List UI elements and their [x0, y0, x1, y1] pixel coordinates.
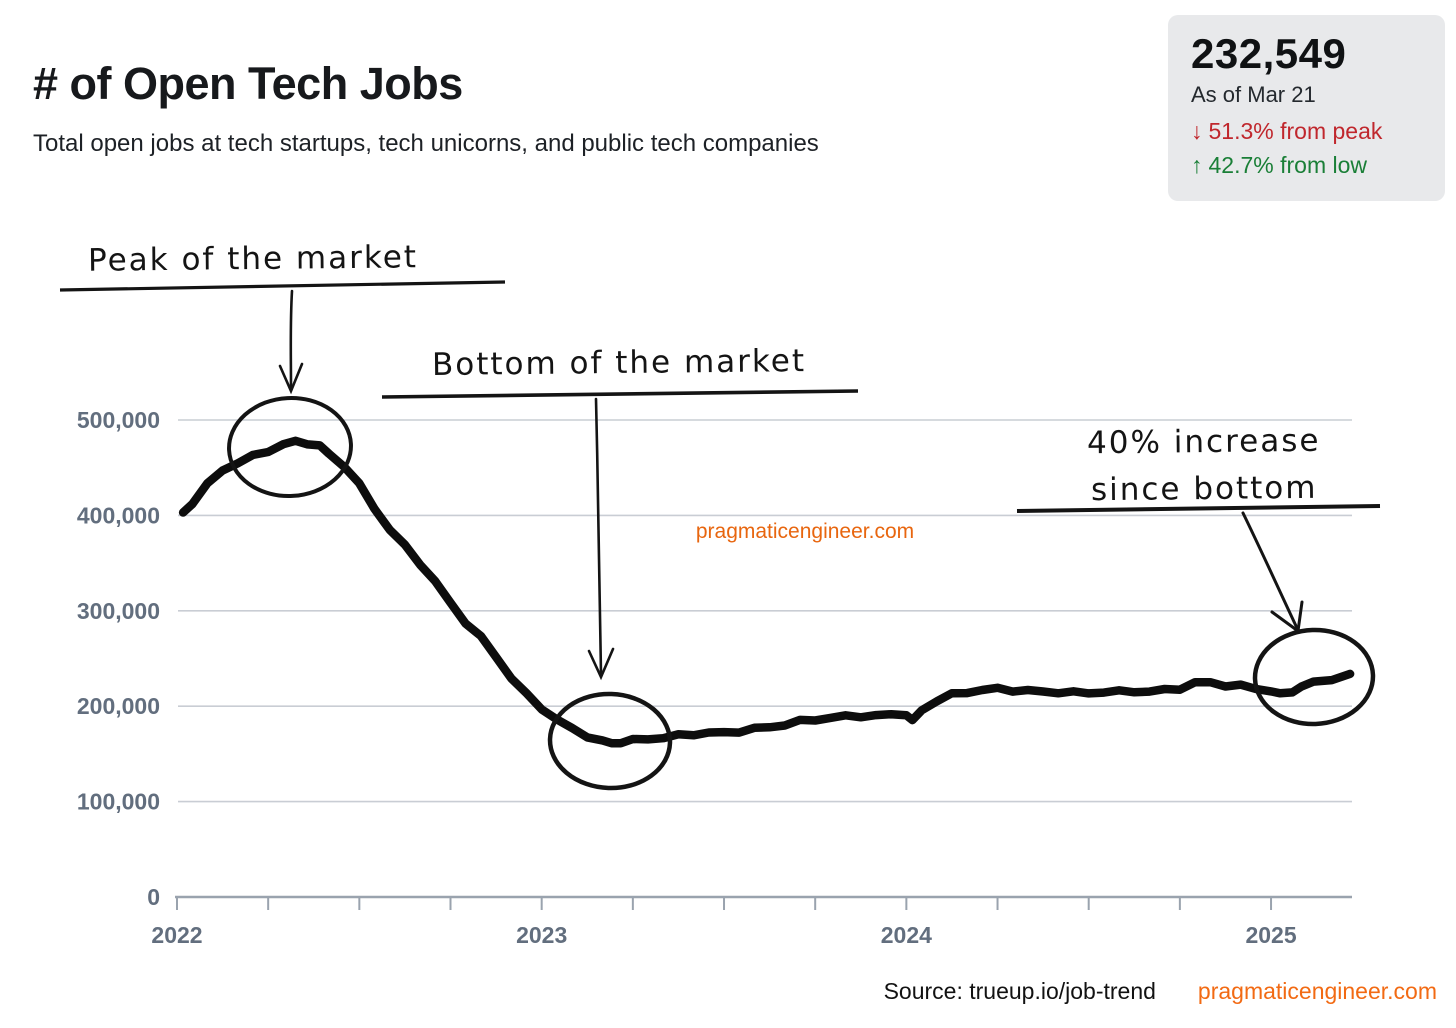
from-peak-text: 51.3% from peak: [1208, 118, 1383, 145]
change-from-low: ↑ 42.7% from low: [1191, 152, 1425, 179]
y-axis-label: 0: [147, 884, 160, 910]
peak-annotation-label: Peak of the market: [87, 239, 419, 279]
increase-annotation-label: 40% increase since bottom: [1020, 417, 1389, 515]
axis-labels-layer: 500,000 400,000 300,000 200,000 100,000 0 2022…: [77, 407, 1297, 948]
bottom-underline: [381, 389, 859, 399]
y-axis-label: 300,000: [77, 598, 160, 624]
grid-layer: [178, 419, 1352, 803]
from-low-text: 42.7% from low: [1208, 152, 1368, 179]
increase-underline: [1016, 504, 1381, 513]
source-credit: Source: trueup.io/job-trend: [883, 978, 1156, 1004]
peak-arrow: [278, 289, 304, 395]
latest-circle-annotation: [1252, 627, 1376, 727]
increase-annotation-line2: since bottom: [1090, 469, 1318, 509]
y-axis-label: 400,000: [77, 502, 160, 528]
axis-layer: [175, 895, 1352, 910]
x-axis-label: 2023: [516, 922, 567, 948]
y-axis-label: 500,000: [77, 407, 160, 433]
increase-arrow: [1241, 511, 1304, 634]
brand-link[interactable]: pragmaticengineer.com: [1197, 978, 1437, 1004]
up-arrow-icon: ↑: [1191, 152, 1203, 179]
x-axis-label: 2025: [1245, 922, 1296, 948]
page-subtitle: Total open jobs at tech startups, tech u…: [33, 130, 819, 157]
as-of-date: As of Mar 21: [1191, 82, 1316, 108]
jobs-trend-line: [178, 436, 1355, 748]
x-axis-label: 2024: [881, 922, 932, 948]
latest-value: 232,549: [1191, 30, 1347, 77]
stats-card: 232,549 As of Mar 21 ↓ 51.3% from peak ↑ 4…: [1168, 15, 1445, 201]
increase-annotation-line1: 40% increase: [1086, 422, 1321, 462]
watermark: pragmaticengineer.com: [695, 520, 915, 543]
bottom-annotation-label: Bottom of the market: [431, 343, 807, 383]
bottom-arrow: [587, 397, 615, 681]
peak-circle-annotation: [227, 395, 353, 499]
annotation-layer: [59, 280, 1381, 791]
peak-underline: [59, 280, 506, 292]
x-axis-label: 2022: [151, 922, 202, 948]
change-from-peak: ↓ 51.3% from peak: [1191, 118, 1425, 145]
series-layer: [178, 436, 1355, 748]
down-arrow-icon: ↓: [1191, 118, 1203, 145]
footer: Source: trueup.io/job-trend pragmaticeng…: [884, 978, 1437, 1005]
bottom-circle-annotation: [547, 691, 673, 791]
y-axis-label: 100,000: [77, 789, 160, 815]
y-axis-label: 200,000: [77, 693, 160, 719]
page-title: # of Open Tech Jobs: [33, 58, 463, 109]
